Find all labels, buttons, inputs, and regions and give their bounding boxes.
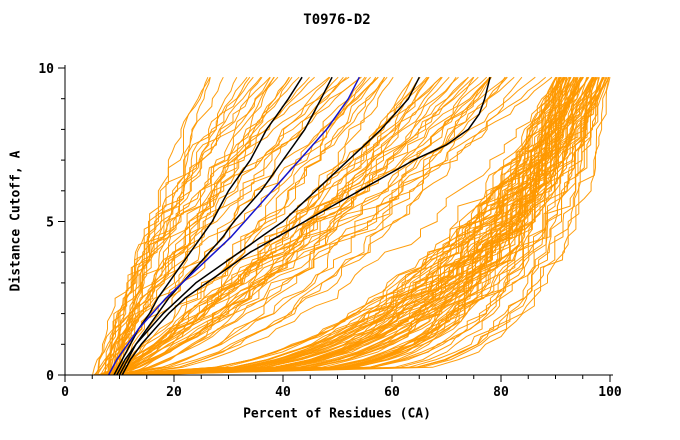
svg-text:60: 60: [384, 385, 400, 400]
chart-title: T0976-D2: [303, 12, 371, 28]
svg-text:5: 5: [46, 216, 54, 231]
svg-text:0: 0: [61, 385, 69, 400]
svg-text:20: 20: [166, 385, 182, 400]
svg-text:10: 10: [38, 62, 54, 77]
svg-text:40: 40: [275, 385, 291, 400]
x-axis-label: Percent of Residues (CA): [243, 406, 431, 422]
svg-text:80: 80: [493, 385, 509, 400]
svg-text:100: 100: [598, 385, 622, 400]
svg-text:0: 0: [46, 369, 54, 384]
